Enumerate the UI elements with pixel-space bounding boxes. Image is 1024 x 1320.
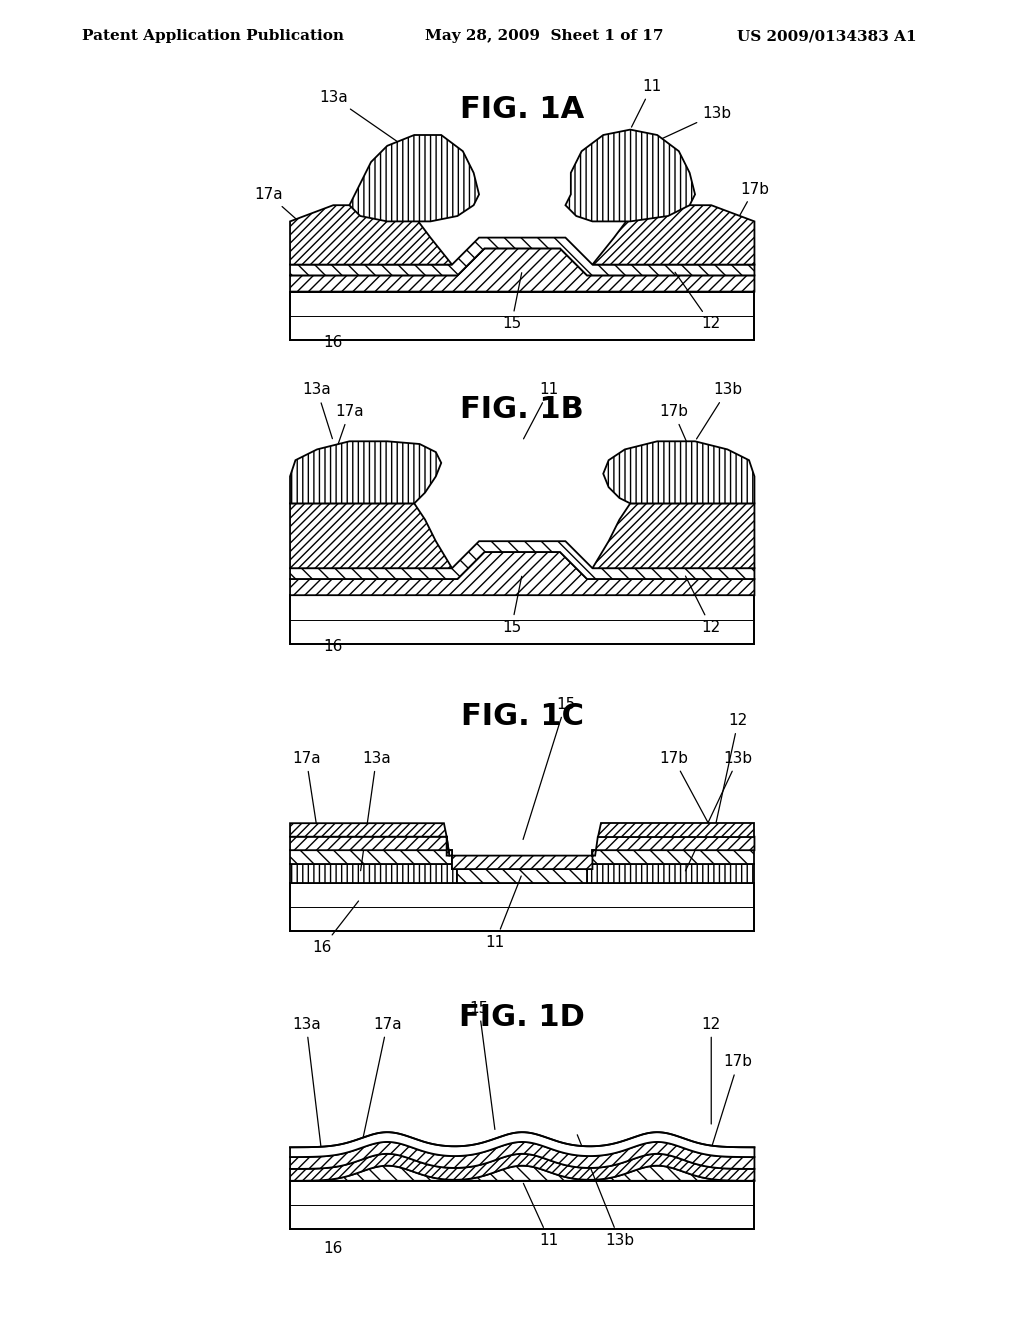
Text: 13a: 13a <box>303 383 333 438</box>
Text: FIG. 1D: FIG. 1D <box>460 1003 585 1032</box>
Text: 13a: 13a <box>360 751 391 871</box>
Polygon shape <box>290 837 755 869</box>
Polygon shape <box>290 1133 755 1158</box>
Text: 17a: 17a <box>292 751 321 826</box>
Polygon shape <box>587 863 755 883</box>
Polygon shape <box>290 883 755 931</box>
Polygon shape <box>290 205 452 264</box>
Text: 16: 16 <box>324 639 343 653</box>
Polygon shape <box>290 595 755 644</box>
Text: 11: 11 <box>523 383 559 438</box>
Text: 15: 15 <box>502 577 521 635</box>
Polygon shape <box>290 503 452 568</box>
Polygon shape <box>290 863 458 883</box>
Text: 12: 12 <box>712 713 748 842</box>
Polygon shape <box>593 503 755 568</box>
Polygon shape <box>603 441 755 503</box>
Text: 11: 11 <box>632 79 662 127</box>
Text: 13a: 13a <box>318 90 401 144</box>
Text: 17b: 17b <box>658 751 710 826</box>
Text: 13b: 13b <box>649 106 731 145</box>
Polygon shape <box>290 1154 755 1181</box>
Polygon shape <box>290 1166 755 1181</box>
Polygon shape <box>593 205 755 264</box>
Text: 16: 16 <box>324 335 343 350</box>
Text: 13a: 13a <box>292 1016 323 1156</box>
Polygon shape <box>349 135 479 222</box>
Text: 17a: 17a <box>254 187 315 236</box>
Polygon shape <box>290 541 755 579</box>
Polygon shape <box>290 441 441 503</box>
Text: 17b: 17b <box>658 404 726 533</box>
Text: 16: 16 <box>312 902 358 954</box>
Text: 17b: 17b <box>729 181 769 235</box>
Text: 17a: 17a <box>360 1016 401 1148</box>
Text: FIG. 1A: FIG. 1A <box>460 95 585 124</box>
Polygon shape <box>598 824 755 837</box>
Text: 13b: 13b <box>696 383 742 440</box>
Text: 12: 12 <box>675 272 721 331</box>
Polygon shape <box>290 1181 755 1229</box>
Text: US 2009/0134383 A1: US 2009/0134383 A1 <box>737 29 916 44</box>
Text: 11: 11 <box>523 1183 559 1247</box>
Polygon shape <box>290 850 755 883</box>
Polygon shape <box>290 552 755 595</box>
Text: 13b: 13b <box>578 1135 634 1247</box>
Text: May 28, 2009  Sheet 1 of 17: May 28, 2009 Sheet 1 of 17 <box>425 29 664 44</box>
Text: 12: 12 <box>685 576 721 635</box>
Text: 15: 15 <box>502 273 521 331</box>
Text: FIG. 1B: FIG. 1B <box>461 396 584 425</box>
Polygon shape <box>290 1142 755 1170</box>
Text: 16: 16 <box>324 1241 343 1255</box>
Text: 12: 12 <box>701 1016 721 1125</box>
Text: 11: 11 <box>485 876 521 949</box>
Text: 17b: 17b <box>712 1055 753 1146</box>
Polygon shape <box>290 824 450 855</box>
Text: 13b: 13b <box>685 751 753 871</box>
Text: 15: 15 <box>469 1001 495 1130</box>
Text: 15: 15 <box>523 697 575 840</box>
Polygon shape <box>565 129 695 222</box>
Polygon shape <box>290 292 755 341</box>
Polygon shape <box>290 238 755 276</box>
Text: FIG. 1C: FIG. 1C <box>461 702 584 731</box>
Text: 17a: 17a <box>307 404 364 533</box>
Polygon shape <box>290 248 755 292</box>
Text: Patent Application Publication: Patent Application Publication <box>82 29 344 44</box>
